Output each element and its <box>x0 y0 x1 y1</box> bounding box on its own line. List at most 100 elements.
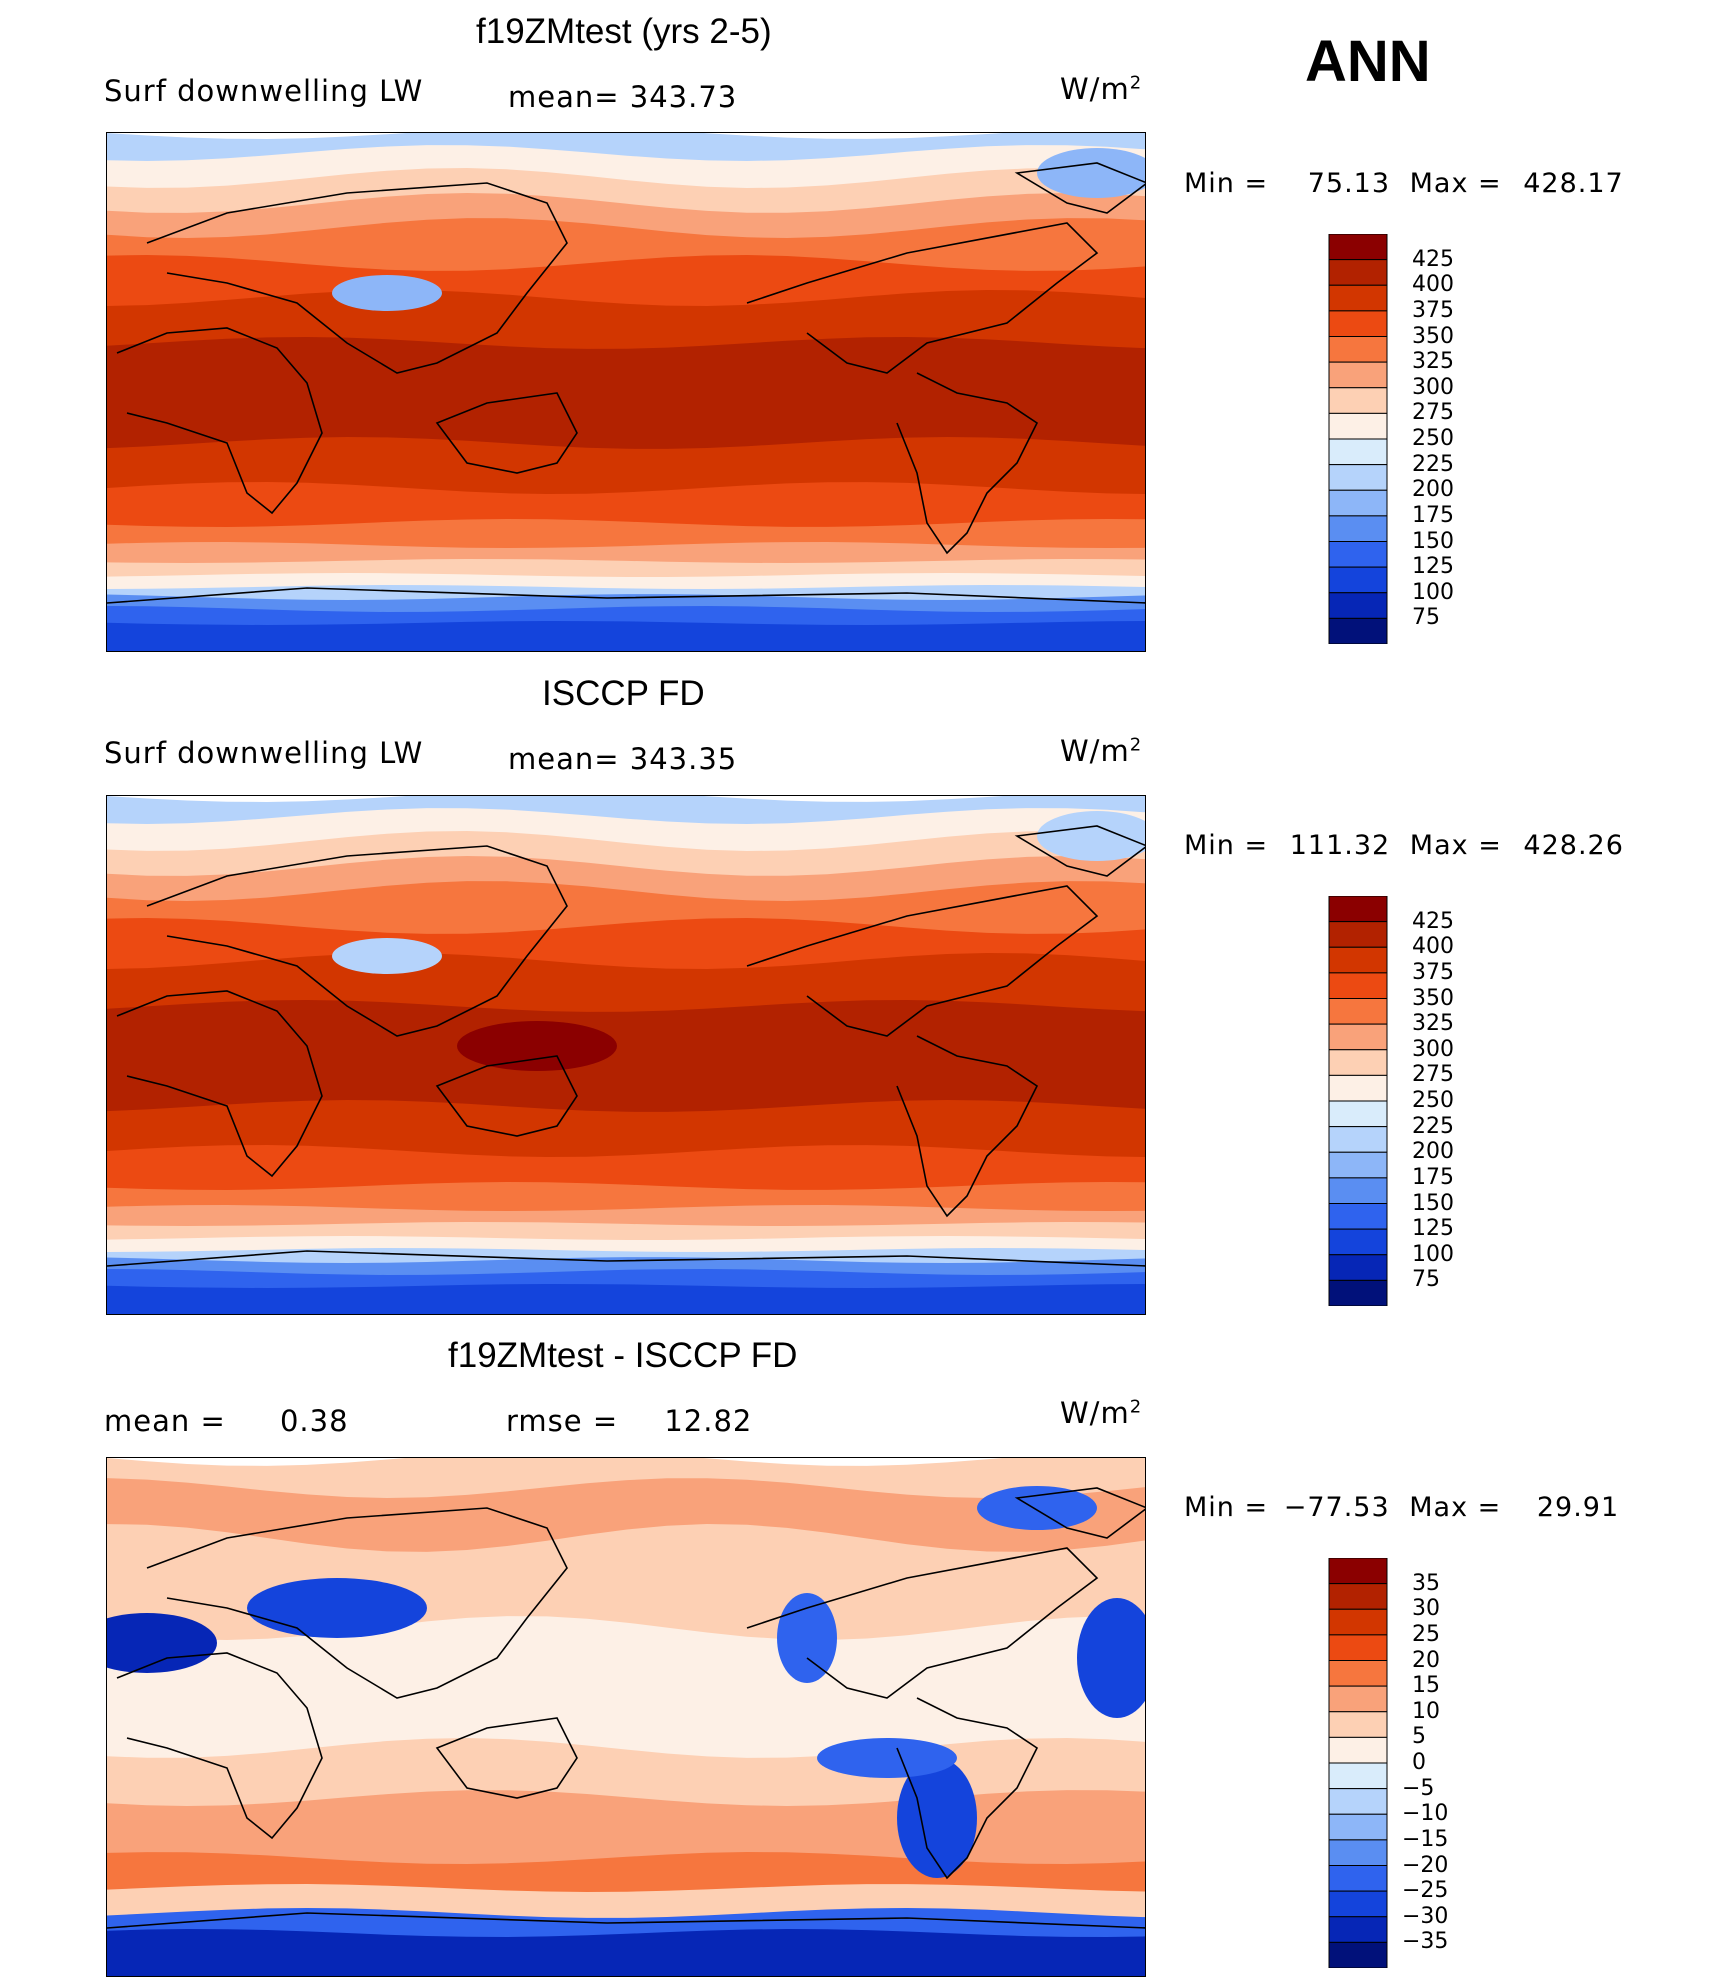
greenland-cold-region <box>1037 148 1145 198</box>
coastline <box>116 1652 323 1840</box>
season-label: ANN <box>1305 29 1431 94</box>
panel2-min-label: Min = <box>1184 830 1269 861</box>
coastline <box>746 222 1099 374</box>
field-band <box>107 621 1145 651</box>
panel1-minmax: Min = 75.13 Max = 428.17 <box>1184 168 1624 199</box>
peru-negative-region <box>817 1738 957 1778</box>
colorbar-tick-label: 375 <box>1412 959 1454 985</box>
colorbar-box <box>1328 617 1388 644</box>
units-exponent: 2 <box>1129 1396 1143 1418</box>
coastline <box>435 392 578 474</box>
colorbar-box <box>1328 946 1388 974</box>
colorbar-tick-label: 20 <box>1412 1647 1440 1673</box>
colorbar-tick-label: 125 <box>1412 1216 1454 1242</box>
colorbar-box <box>1328 1023 1388 1051</box>
colorbar-tick-label: 30 <box>1412 1596 1440 1622</box>
coastline <box>1014 162 1145 214</box>
colorbar-tick-label: −5 <box>1402 1775 1435 1801</box>
panel3-min-value: −77.53 <box>1283 1492 1390 1523</box>
colorbar-tick-label: 300 <box>1412 374 1454 400</box>
panel3-max-label: Max = <box>1409 1492 1502 1523</box>
warm-pool-region <box>457 1021 617 1071</box>
panel2-max-value: 428.26 <box>1523 830 1624 861</box>
panel3-min-label: Min = <box>1184 1492 1269 1523</box>
colorbar-box <box>1328 1126 1388 1153</box>
colorbar-box <box>1328 1608 1388 1636</box>
panel3-rmse-label: rmse = <box>506 1404 619 1438</box>
field-band <box>107 1284 1145 1314</box>
panel3-units: W/m2 <box>1060 1396 1142 1430</box>
colorbar-tick-label: 75 <box>1412 1267 1440 1293</box>
colorbar-box <box>1328 1074 1388 1102</box>
colorbar-box <box>1328 566 1388 594</box>
coastline <box>1014 825 1145 877</box>
colorbar-tick-label: 175 <box>1412 1164 1454 1190</box>
colorbar-box <box>1328 438 1388 466</box>
panel1-variable-label: Surf downwelling LW <box>104 74 424 108</box>
colorbar-box <box>1328 310 1388 338</box>
colorbar-tick-label: −30 <box>1402 1903 1449 1929</box>
andes-negative-region <box>897 1758 977 1878</box>
coastline <box>146 1507 568 1699</box>
units-text: W/m <box>1060 1396 1130 1430</box>
greenland-negative-region <box>977 1486 1097 1530</box>
california-negative-region <box>777 1593 837 1683</box>
colorbar-tick-label: 400 <box>1412 272 1454 298</box>
coastline <box>435 1717 578 1799</box>
coastline <box>107 1912 1145 1929</box>
coastline <box>107 587 1145 604</box>
colorbar-box <box>1328 1813 1388 1841</box>
tibet-cold-region <box>332 938 442 974</box>
colorbar-tick-label: 175 <box>1412 502 1454 528</box>
panel1-colorbar-boxes <box>1328 234 1388 644</box>
colorbar-box <box>1328 1049 1388 1076</box>
panel2-title: ISCCP FD <box>542 674 705 713</box>
colorbar-box <box>1328 1177 1388 1205</box>
panel2-variable-label: Surf downwelling LW <box>104 736 424 770</box>
panel3-rmse-value: 12.82 <box>664 1404 753 1438</box>
panel2-units: W/m2 <box>1060 734 1142 768</box>
panel1-max-label: Max = <box>1409 168 1502 199</box>
colorbar-box <box>1328 1762 1388 1790</box>
colorbar-box <box>1328 1228 1388 1256</box>
colorbar-box <box>1328 1890 1388 1918</box>
colorbar-tick-label: 150 <box>1412 1190 1454 1216</box>
colorbar-tick-label: 275 <box>1412 1062 1454 1088</box>
colorbar-tick-label: 350 <box>1412 985 1454 1011</box>
colorbar-tick-label: −10 <box>1402 1801 1449 1827</box>
colorbar-box <box>1328 1100 1388 1128</box>
coastline <box>107 1250 1145 1267</box>
coastline <box>146 182 568 374</box>
field-band <box>107 1616 1145 1778</box>
colorbar-tick-label: 200 <box>1412 477 1454 503</box>
colorbar-tick-label: −15 <box>1402 1826 1449 1852</box>
coastline <box>116 327 323 515</box>
coastline <box>746 1547 1099 1699</box>
colorbar-tick-label: 250 <box>1412 426 1454 451</box>
colorbar-box <box>1328 921 1388 948</box>
panel1-min-label: Min = <box>1184 168 1269 199</box>
panel1-title: f19ZMtest (yrs 2-5) <box>476 12 772 51</box>
colorbar-tick-label: 275 <box>1412 400 1454 426</box>
coastline <box>146 845 568 1037</box>
colorbar-box <box>1328 336 1388 363</box>
colorbar-box <box>1328 412 1388 440</box>
colorbar-box <box>1328 361 1388 389</box>
colorbar-box <box>1328 1788 1388 1815</box>
colorbar-tick-label: 200 <box>1412 1139 1454 1165</box>
colorbar-tick-label: 225 <box>1412 451 1454 477</box>
panel1-colorbar <box>1328 234 1388 644</box>
panel2-minmax: Min = 111.32 Max = 428.26 <box>1184 830 1624 861</box>
sahara-negative-region <box>107 1613 217 1673</box>
colorbar-tick-label: 300 <box>1412 1036 1454 1062</box>
panel2-map <box>106 795 1146 1315</box>
colorbar-box <box>1328 1583 1388 1610</box>
greenland-cold-region <box>1037 811 1145 861</box>
colorbar-tick-label: 25 <box>1412 1621 1440 1647</box>
colorbar-box <box>1328 464 1388 491</box>
colorbar-box <box>1328 1865 1388 1892</box>
panel3-max-value: 29.91 <box>1536 1492 1620 1523</box>
panel3-mean-value: 0.38 <box>279 1404 349 1438</box>
colorbar-tick-label: 425 <box>1412 246 1454 272</box>
panel2-colorbar-labels: 425 400 375 350 325 300 275 250 225 200 175 150 125 1… <box>1406 896 1476 1306</box>
